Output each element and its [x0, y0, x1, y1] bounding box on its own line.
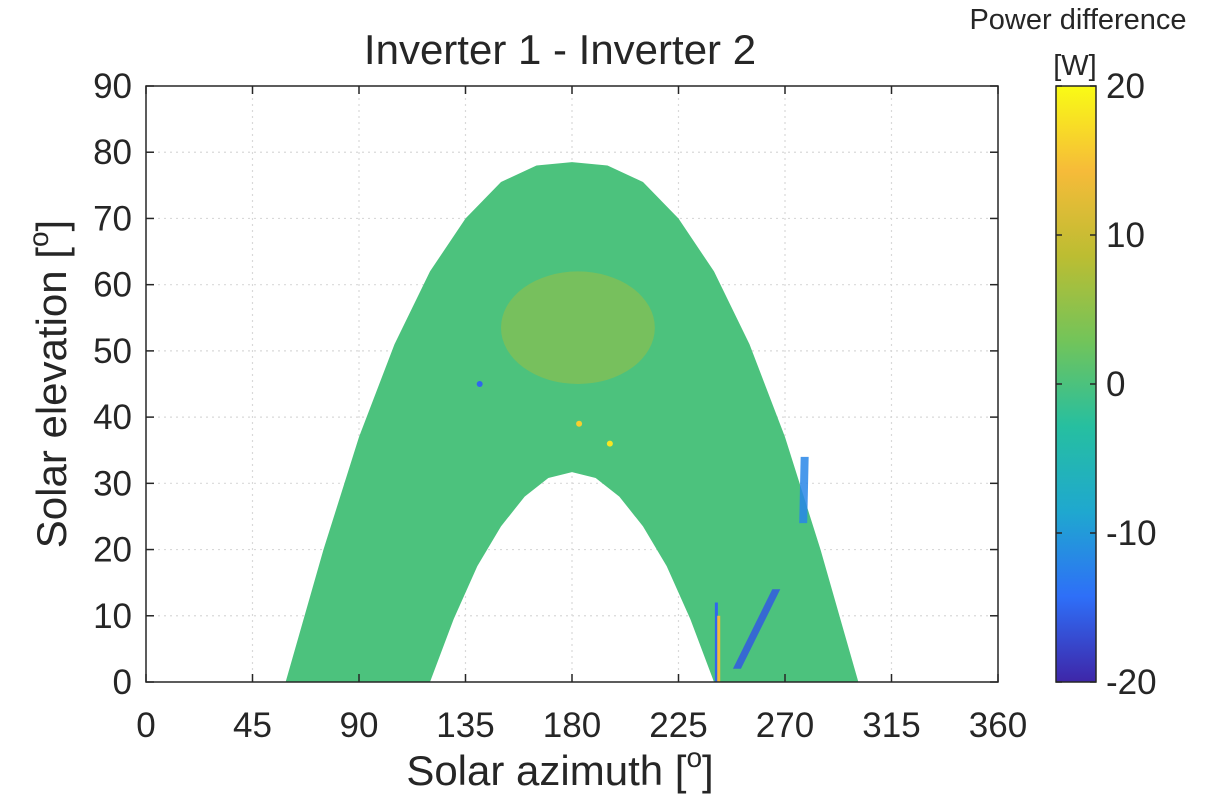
- y-tick-label: 90: [93, 67, 132, 106]
- y-tick-label: 60: [93, 266, 132, 305]
- chart-title: Inverter 1 - Inverter 2: [364, 26, 756, 73]
- x-tick-label: 45: [233, 706, 272, 745]
- x-tick-label: 180: [543, 706, 601, 745]
- x-tick-label: 315: [862, 706, 920, 745]
- x-tick-label: 270: [756, 706, 814, 745]
- heatmap-feature: [732, 589, 781, 669]
- colorbar-title: Power difference: [969, 4, 1186, 36]
- x-tick-label: 360: [969, 706, 1027, 745]
- x-axis-label: Solar azimuth [o]: [406, 742, 713, 794]
- colorbar-tick-label: -10: [1106, 514, 1157, 553]
- data-region: [285, 162, 859, 682]
- heatmap-feature: [717, 615, 721, 682]
- colorbar-tick-label: 10: [1106, 216, 1145, 255]
- y-tick-label: 40: [93, 398, 132, 437]
- heatmap-feature: [476, 381, 483, 387]
- x-tick-label: 135: [436, 706, 494, 745]
- y-tick-label: 50: [93, 332, 132, 371]
- colorbar: Power difference [W] 20 10 0 -10 -20: [969, 4, 1186, 702]
- axis-ticks: 0 45 90 135 180 225 270 315 360 0 10 20 30 40 50 60 70 80…: [93, 67, 1027, 745]
- heatmap-feature: [501, 271, 655, 384]
- colorbar-tick-label: 0: [1106, 365, 1125, 404]
- colorbar-unit: [W]: [1053, 50, 1097, 82]
- x-tick-label: 90: [340, 706, 379, 745]
- y-tick-label: 30: [93, 464, 132, 503]
- colorbar-ticks: 20 10 0 -10 -20: [1056, 67, 1157, 702]
- colorbar-tick-label: -20: [1106, 663, 1157, 702]
- heatmap-feature: [799, 456, 809, 524]
- heatmap-feature: [714, 602, 718, 682]
- heatmap-feature: [606, 440, 613, 447]
- y-tick-label: 0: [113, 663, 132, 702]
- x-tick-label: 0: [136, 706, 155, 745]
- colorbar-gradient: [1055, 85, 1097, 683]
- y-axis-label: Solar elevation [o]: [23, 220, 75, 548]
- heatmap-feature: [576, 420, 583, 427]
- y-tick-label: 80: [93, 133, 132, 172]
- heatmap-region: [285, 162, 859, 682]
- x-tick-label: 225: [649, 706, 707, 745]
- y-tick-label: 70: [93, 199, 132, 238]
- colorbar-tick-label: 20: [1106, 67, 1145, 106]
- y-tick-label: 10: [93, 597, 132, 636]
- y-tick-label: 20: [93, 531, 132, 570]
